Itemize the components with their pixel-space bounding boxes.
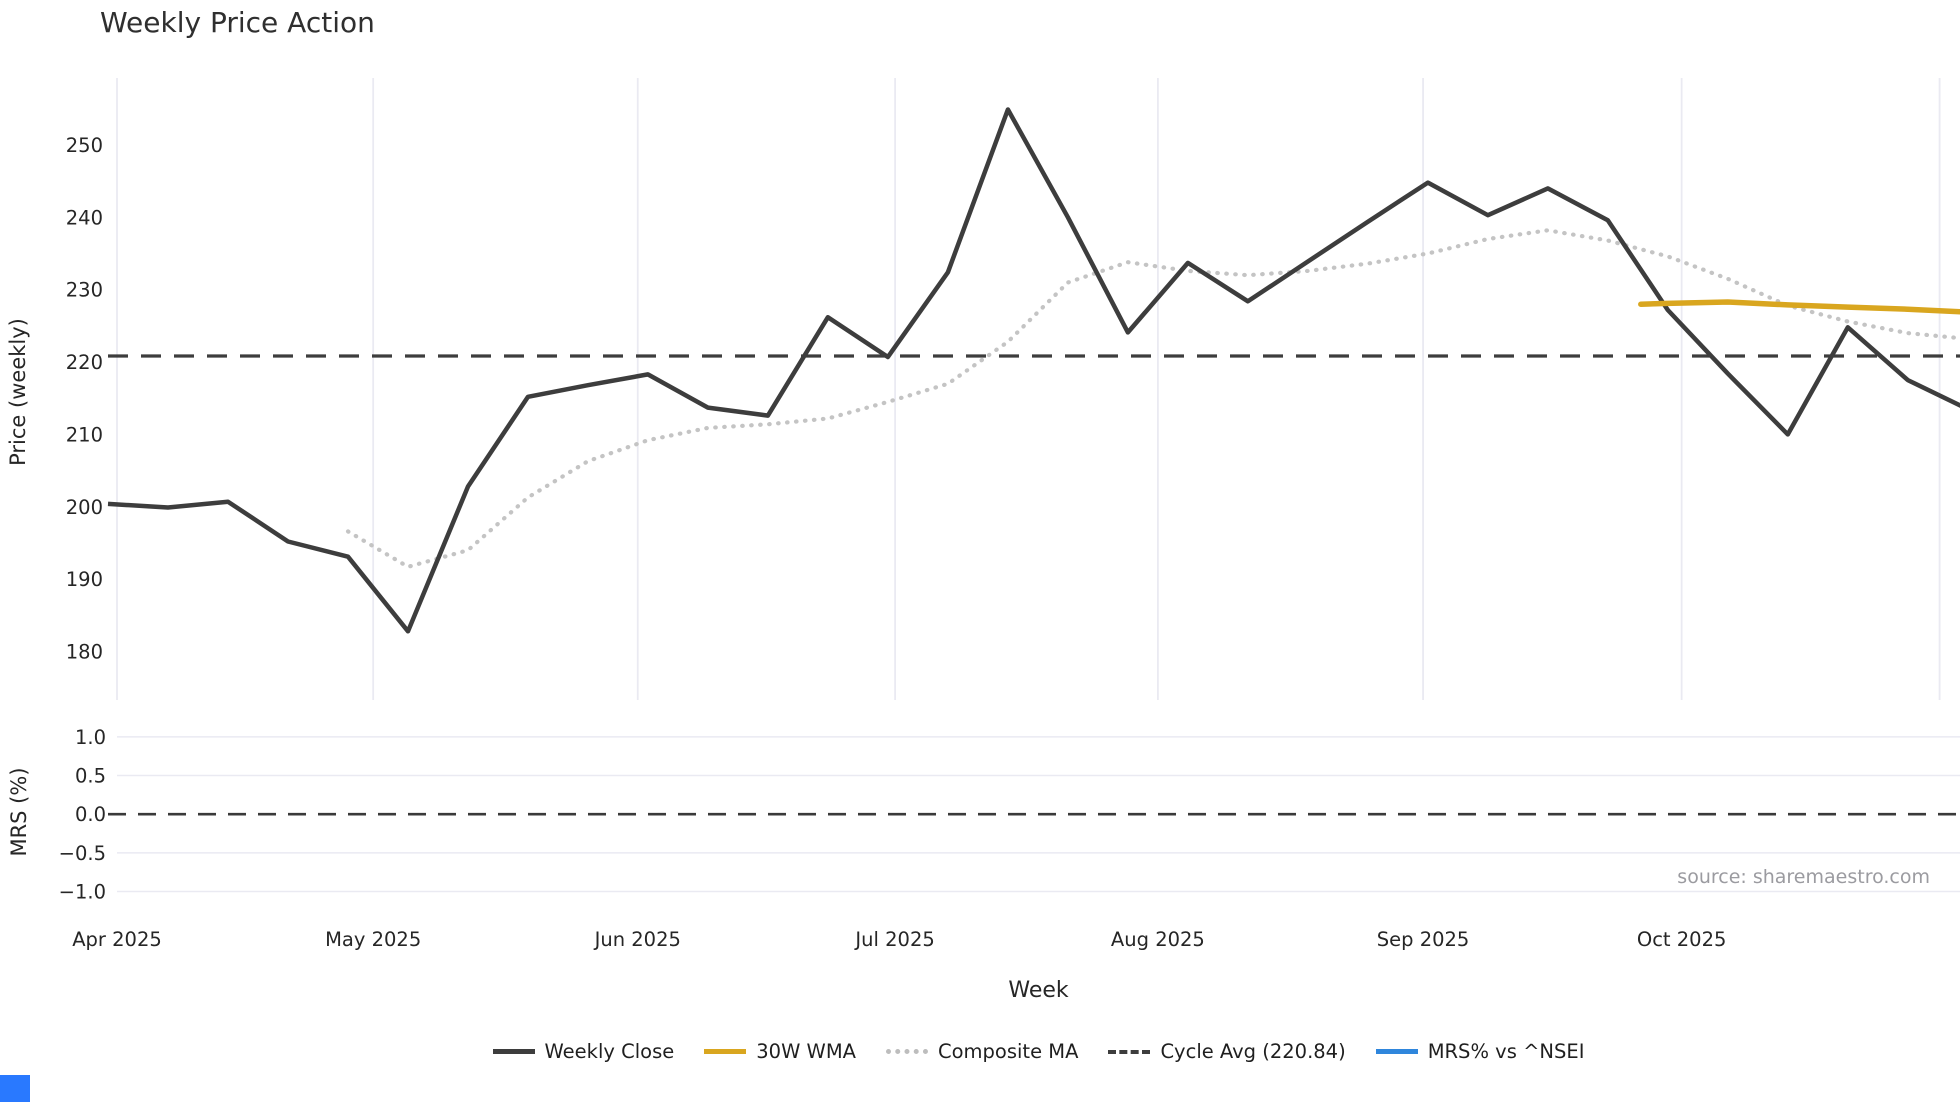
price-axis-label: Price (weekly): [6, 318, 30, 466]
legend-swatch: [492, 1049, 535, 1054]
mrs-tick-label: −1.0: [59, 880, 106, 903]
mrs-tick-label: 0.5: [75, 765, 106, 788]
legend-swatch: [886, 1049, 928, 1054]
legend-label: Weekly Close: [544, 1040, 675, 1063]
mrs-tick-label: 1.0: [75, 726, 106, 749]
price-tick-label: 210: [66, 423, 103, 446]
price-tick-label: 200: [66, 496, 103, 519]
legend-item-4: MRS% vs ^NSEI: [1375, 1040, 1585, 1063]
mrs-tick-label: 0.0: [75, 803, 106, 826]
price-tick-label: 190: [66, 568, 103, 591]
legend-item-3: Cycle Avg (220.84): [1108, 1040, 1346, 1063]
wma-30w-line: [1638, 299, 1960, 315]
x-axis-label: Week: [1008, 978, 1069, 1003]
weekly-close-line: [107, 107, 1960, 634]
source-note: source: sharemaestro.com: [1677, 866, 1930, 888]
mrs-axis-label: MRS (%): [7, 767, 31, 857]
chart-title: Weekly Price Action: [100, 6, 375, 39]
legend-swatch: [1108, 1049, 1151, 1054]
x-tick-label: Apr 2025: [72, 928, 162, 951]
price-tick-label: 240: [66, 206, 103, 229]
price-tick-label: 230: [66, 279, 103, 302]
composite-ma-line: [345, 228, 1960, 570]
legend-swatch: [704, 1049, 747, 1054]
mrs-tick-label: −0.5: [59, 842, 106, 865]
x-tick-label: Aug 2025: [1111, 928, 1205, 951]
x-tick-label: Jun 2025: [593, 928, 681, 951]
corner-accent-block: [0, 1075, 30, 1102]
price-tick-label: 220: [66, 351, 103, 374]
x-tick-label: Oct 2025: [1637, 928, 1727, 951]
price-tick-label: 250: [66, 134, 103, 157]
legend-label: Composite MA: [938, 1040, 1079, 1063]
x-tick-label: Sep 2025: [1377, 928, 1470, 951]
x-tick-label: May 2025: [325, 928, 421, 951]
legend-item-1: 30W WMA: [704, 1040, 856, 1063]
legend-item-2: Composite MA: [886, 1040, 1078, 1063]
legend-label: 30W WMA: [756, 1040, 856, 1063]
legend-swatch: [1375, 1049, 1418, 1054]
price-tick-label: 180: [66, 641, 103, 664]
legend-item-0: Weekly Close: [492, 1040, 675, 1063]
legend: Weekly Close 30W WMA Composite MA Cycle Avg…: [117, 1040, 1960, 1063]
x-tick-label: Jul 2025: [853, 928, 934, 951]
legend-label: Cycle Avg (220.84): [1160, 1040, 1346, 1063]
legend-label: MRS% vs ^NSEI: [1427, 1040, 1585, 1063]
